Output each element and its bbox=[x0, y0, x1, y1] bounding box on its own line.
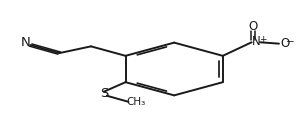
Text: O: O bbox=[248, 20, 258, 33]
Text: +: + bbox=[259, 35, 266, 44]
Text: O: O bbox=[280, 37, 289, 50]
Text: S: S bbox=[100, 87, 108, 100]
Text: CH₃: CH₃ bbox=[126, 97, 146, 108]
Text: N: N bbox=[252, 35, 260, 48]
Text: N: N bbox=[20, 36, 30, 49]
Text: −: − bbox=[286, 37, 295, 47]
